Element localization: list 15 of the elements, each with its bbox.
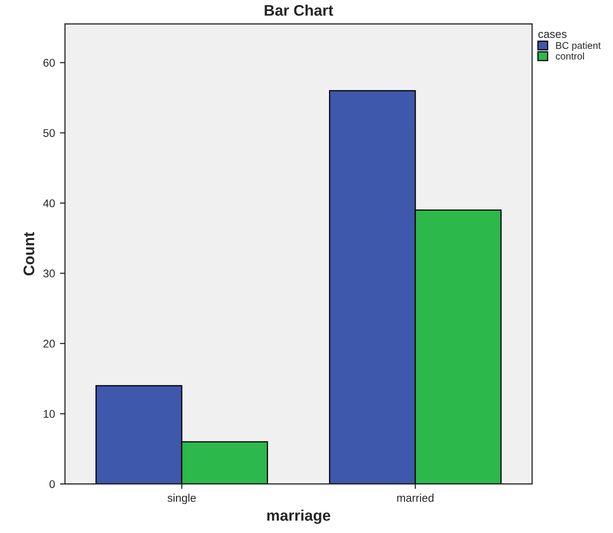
y-tick-label: 20 xyxy=(43,340,55,348)
legend-label: BC patient xyxy=(556,42,601,51)
chart-title: Bar Chart xyxy=(264,4,334,16)
y-tick-label: 10 xyxy=(44,410,55,418)
y-axis-title: Count xyxy=(24,232,34,276)
legend-label: control xyxy=(556,52,584,60)
y-tick-label: 50 xyxy=(43,129,55,137)
x-axis-title: marriage xyxy=(267,510,330,524)
legend-title: cases xyxy=(538,32,567,38)
y-tick-label: 0 xyxy=(50,480,55,488)
x-tick-label: single xyxy=(168,494,196,504)
y-tick-label: 40 xyxy=(43,199,55,208)
x-tick-label: married xyxy=(397,494,434,502)
y-tick-label: 60 xyxy=(43,58,55,67)
y-tick-label: 30 xyxy=(43,270,55,278)
